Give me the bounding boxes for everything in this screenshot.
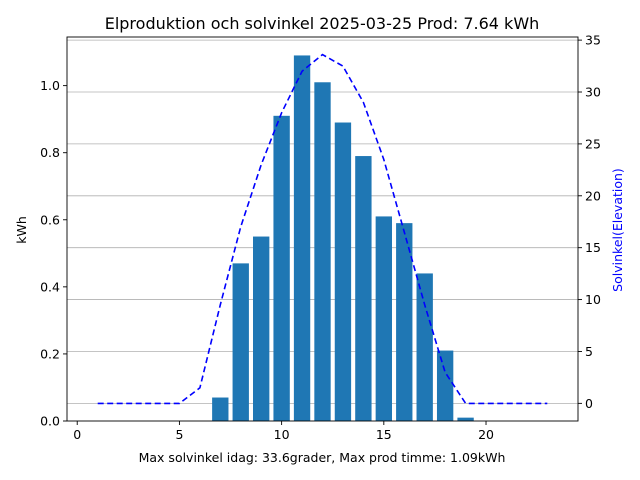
x-tick-label: 0 <box>73 427 81 442</box>
y2-tick-label: 35 <box>585 33 601 48</box>
elevation-line <box>97 53 548 405</box>
bar <box>212 397 229 421</box>
bar <box>355 156 372 421</box>
y-tick-label: 0.4 <box>40 279 60 294</box>
chart-title: Elproduktion och solvinkel 2025-03-25 Pr… <box>105 14 540 33</box>
bar <box>314 82 331 421</box>
y2-tick-label: 0 <box>585 396 593 411</box>
x-tick-label: 20 <box>478 427 494 442</box>
bar <box>457 417 474 421</box>
y-tick-label: 1.0 <box>40 78 60 93</box>
plot-frame <box>66 36 579 422</box>
bar <box>375 216 392 421</box>
y-tick-label: 0.6 <box>40 212 60 227</box>
bar <box>396 223 413 421</box>
y-tick-label: 0.8 <box>40 145 60 160</box>
y2-tick-label: 15 <box>585 240 601 255</box>
y-tick-label: 0.2 <box>40 346 60 361</box>
y2-axis-label: Solvinkel(Elevation) <box>610 168 625 292</box>
y2-tick-label: 30 <box>585 85 601 100</box>
bar <box>293 55 311 422</box>
y2-tick-label: 5 <box>585 344 593 359</box>
bars-layer <box>212 55 474 422</box>
bar <box>334 122 352 421</box>
x-tick-label: 5 <box>175 427 183 442</box>
bar <box>273 115 290 421</box>
x-tick-label: 15 <box>376 427 392 442</box>
axes-layer <box>66 36 579 422</box>
y2-tick-label: 20 <box>585 188 601 203</box>
ticks-layer: 0 5 10 15 20 0.0 0.2 0.4 0.6 0.8 1.0 0 5 10 15 20 25 30 35 <box>40 33 601 442</box>
y-axis-label: kWh <box>14 216 29 244</box>
bar <box>416 273 433 421</box>
line-layer <box>97 53 548 405</box>
y-tick-label: 0.0 <box>40 414 60 429</box>
bar <box>232 263 249 421</box>
bar <box>253 236 270 421</box>
y2-tick-label: 25 <box>585 136 601 151</box>
x-tick-label: 10 <box>274 427 290 442</box>
y2-tick-label: 10 <box>585 292 601 307</box>
x-axis-label: Max solvinkel idag: 33.6grader, Max prod… <box>139 450 506 465</box>
bar <box>436 350 454 421</box>
